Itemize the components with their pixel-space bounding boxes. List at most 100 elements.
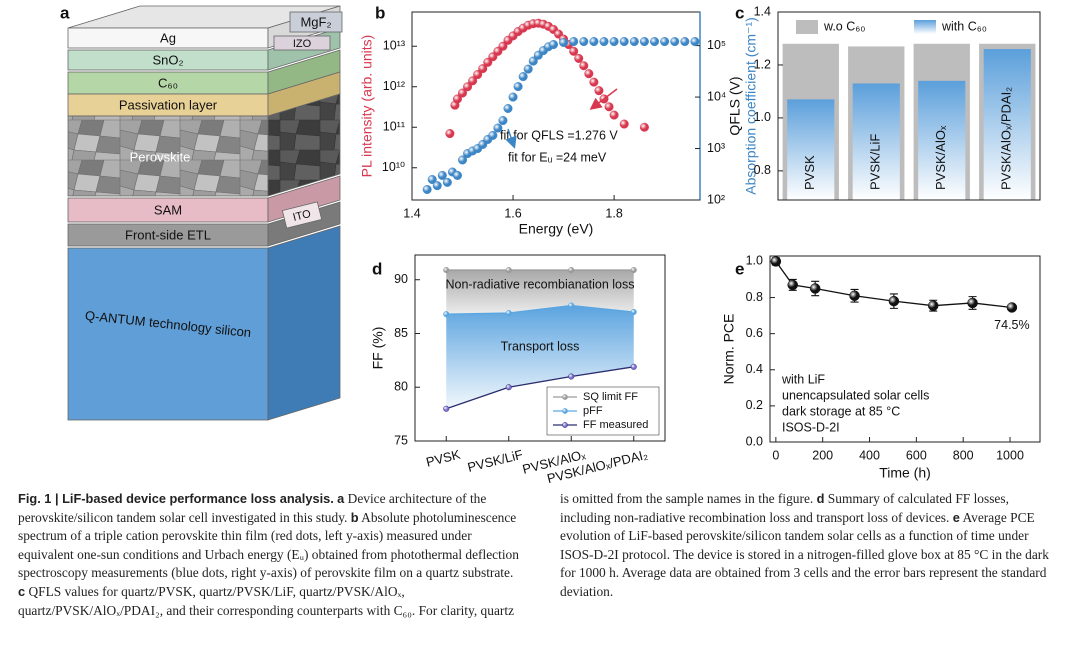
layer-label: ITO	[292, 208, 313, 224]
y-tick-label: 10¹³	[383, 39, 405, 53]
legend-label: SQ limit FF	[583, 391, 638, 403]
data-point	[443, 405, 450, 412]
y-axis-label: Absorption coefficient (cm⁻¹)	[743, 17, 759, 195]
caption-label: c	[18, 583, 26, 599]
layer-label: SnO₂	[152, 52, 183, 67]
x-tick-label: 400	[859, 448, 880, 462]
x-tick-label: 600	[906, 448, 927, 462]
data-point	[548, 40, 558, 50]
data-point	[660, 37, 670, 47]
value-label: 74.5%	[994, 318, 1029, 332]
legend-label: pFF	[583, 405, 603, 417]
data-point	[604, 102, 614, 112]
caption-text: QFLS values for quartz/PVSK, quartz/PVSK…	[18, 491, 814, 618]
category-label: PVSK	[802, 155, 817, 190]
y-tick-label: 10²	[707, 192, 725, 206]
annotation-arrow	[505, 128, 517, 149]
plot-frame	[777, 11, 1041, 201]
panel-label: a	[60, 3, 70, 22]
data-point	[568, 373, 575, 380]
loss-area	[446, 305, 634, 409]
y-tick-label: 1.0	[746, 254, 763, 268]
data-point	[452, 170, 462, 180]
category-label: PVSK/LiF	[466, 447, 524, 475]
loss-area	[446, 270, 634, 315]
data-point	[468, 76, 478, 86]
y-tick-label: 0.8	[746, 290, 763, 304]
data-point	[505, 310, 512, 317]
y-axis-label: QFLS (V)	[727, 76, 743, 135]
legend-marker	[562, 422, 568, 428]
data-point	[630, 267, 637, 274]
x-tick-label: 1.4	[403, 206, 420, 220]
y-tick-label: 0.0	[746, 434, 763, 448]
data-point	[849, 290, 860, 301]
data-point	[442, 177, 452, 187]
x-tick-label: 0	[772, 448, 779, 462]
x-tick-label: 800	[953, 448, 974, 462]
figure: a MgF₂ IZO Ag SnO₂ C₆₀ Passivation layer…	[60, 3, 1041, 486]
data-point	[609, 37, 619, 47]
category-label: PVSK/LiF	[868, 134, 883, 190]
category-label: PVSK	[425, 447, 463, 470]
panel-label: d	[372, 259, 382, 278]
y-axis-label: PL intensity (arb. units)	[359, 35, 375, 178]
data-point	[505, 384, 512, 391]
annotation: dark storage at 85 °C	[782, 404, 900, 418]
data-point	[463, 82, 473, 92]
legend-label: w.o C₆₀	[823, 19, 866, 33]
data-point	[967, 297, 978, 309]
data-point	[513, 82, 523, 92]
y-tick-label: 1.4	[754, 4, 771, 18]
data-point	[619, 37, 629, 47]
caption-text: Average PCE evolution of LiF-based perov…	[560, 509, 1049, 599]
y-tick-label: 75	[394, 433, 408, 447]
panel-label: b	[375, 3, 385, 22]
data-point	[443, 311, 450, 318]
caption-text: Device architecture of the perovskite/si…	[18, 491, 487, 525]
series-line	[446, 304, 634, 315]
bar	[787, 99, 835, 200]
plot-frame	[769, 255, 1041, 443]
layer-label: IZO	[293, 38, 312, 50]
caption-label: b	[350, 509, 359, 525]
data-point	[432, 181, 442, 191]
data-point	[589, 77, 599, 87]
data-point	[584, 69, 594, 79]
data-point	[629, 37, 639, 47]
data-point	[427, 175, 437, 185]
legend-marker	[562, 408, 568, 414]
data-point	[630, 363, 637, 370]
bar	[918, 80, 966, 200]
data-point	[579, 37, 589, 47]
data-point	[670, 37, 680, 47]
data-point	[809, 283, 821, 294]
series-line	[446, 366, 634, 410]
x-axis-label: Time (h)	[879, 465, 931, 481]
data-point	[478, 64, 488, 74]
annotation: Non-radiative recombianation loss	[446, 277, 635, 291]
x-tick-label: 1000	[996, 448, 1024, 462]
data-point	[505, 267, 512, 274]
y-tick-label: 10⁵	[707, 38, 726, 52]
y-tick-label: 10¹⁰	[382, 160, 405, 174]
layer-label: C₆₀	[158, 75, 178, 90]
annotation: with LiF	[781, 372, 825, 386]
x-tick-label: 200	[812, 448, 833, 462]
data-point	[589, 37, 599, 47]
data-point	[458, 88, 468, 98]
data-point	[458, 155, 468, 165]
data-point	[473, 70, 483, 80]
data-point	[503, 103, 513, 113]
data-point	[569, 37, 579, 47]
data-point	[488, 130, 498, 140]
data-point	[630, 308, 637, 316]
caption-title: Fig. 1 | LiF-based device performance lo…	[18, 491, 334, 506]
y-tick-label: 10³	[707, 141, 725, 155]
data-point	[619, 119, 629, 129]
layer-label: Passivation layer	[119, 97, 218, 112]
y-tick-label: 1.2	[754, 57, 771, 71]
data-point	[787, 279, 798, 291]
data-point	[568, 267, 575, 274]
data-point	[650, 37, 660, 47]
